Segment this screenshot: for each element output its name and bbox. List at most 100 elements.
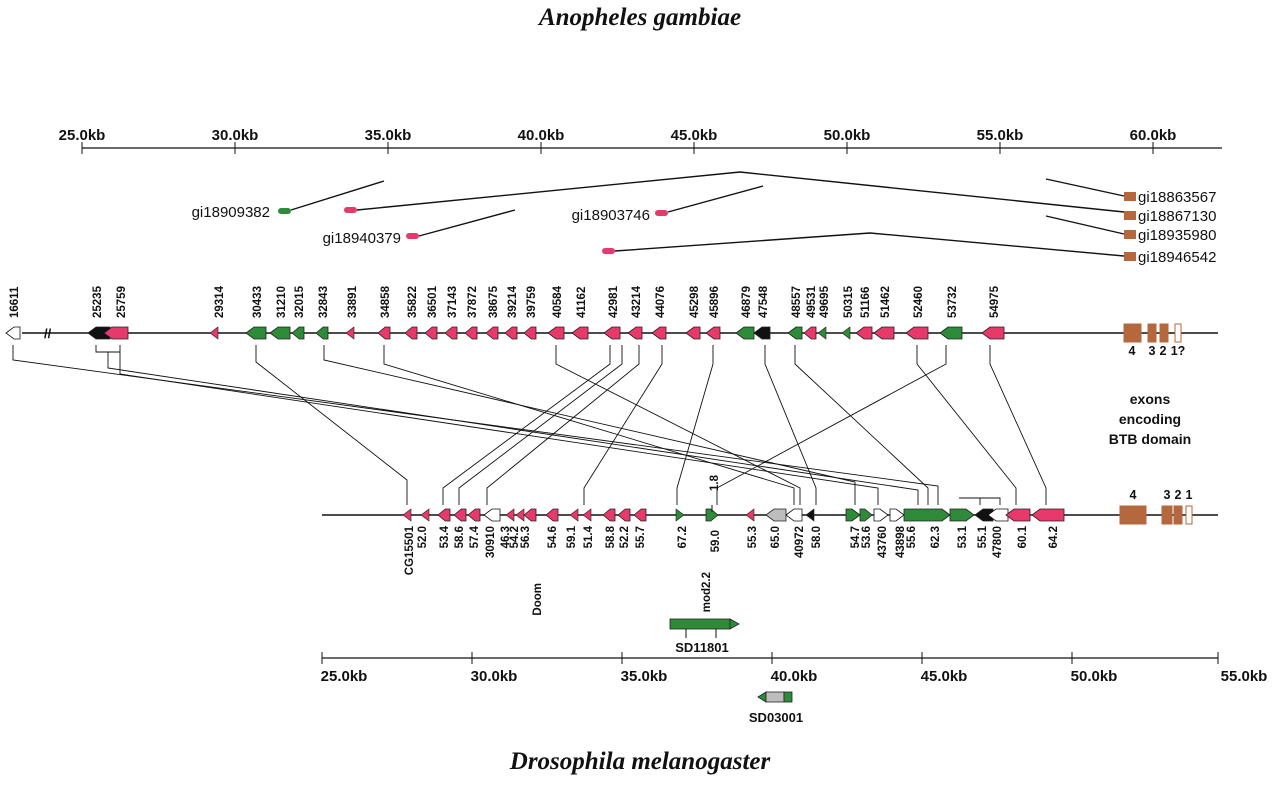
anopheles-gene-label: 35822 — [407, 286, 419, 318]
drosophila-gene-label: 53.4 — [439, 525, 451, 548]
ortholog-connector — [95, 345, 121, 353]
ortholog-connector — [716, 345, 947, 505]
anopheles-gene-32015-icon — [291, 326, 305, 340]
gi-exon-box — [1124, 252, 1136, 261]
drosophila-gene-label: 40972 — [794, 526, 806, 558]
drosophila-exon-box — [1173, 505, 1183, 525]
drosophila-gene-icon — [515, 508, 525, 522]
drosophila-gene-label: 59.1 — [566, 525, 578, 548]
anopheles-gene-50315-icon — [841, 326, 851, 340]
anopheles-gene-label: 31210 — [276, 286, 288, 318]
gi-est-bar — [344, 207, 357, 213]
drosophila-gene-icon — [505, 508, 515, 522]
drosophila-gene-label: CG15501 — [404, 525, 416, 575]
title-drosophila: Drosophila melanogaster — [509, 748, 771, 775]
anopheles-gene-label: 43214 — [631, 285, 643, 318]
title-anopheles: Anopheles gambiae — [538, 4, 742, 31]
anopheles-gene-36501-icon — [424, 326, 438, 340]
top-scale-label: 45.0kb — [671, 127, 718, 144]
btb-domain-label: exons — [1130, 391, 1171, 407]
drosophila-gene-icon — [675, 508, 685, 522]
exon-label: 2 — [1160, 344, 1167, 358]
gi-label: gi18940379 — [323, 230, 401, 247]
anopheles-gene-label: 47548 — [758, 285, 770, 318]
gi-connector — [1045, 178, 1125, 197]
anopheles-gene-37872-icon — [464, 326, 478, 340]
drosophila-gene-icon — [765, 508, 787, 522]
clone-sd03001-bar — [765, 691, 785, 703]
anopheles-gene-label: 25235 — [92, 285, 104, 318]
drosophila-gene-label: 58.0 — [811, 526, 823, 548]
anopheles-gene-label: 16611 — [9, 286, 21, 318]
clone-sd03001-end — [783, 691, 793, 703]
anopheles-gene-label: 50315 — [843, 285, 855, 318]
bottom-scale-label: 45.0kb — [921, 668, 968, 685]
drosophila-gene-icon — [453, 508, 467, 522]
anopheles-gene-51462-icon — [873, 326, 895, 340]
anopheles-gene-label: 45896 — [709, 286, 721, 318]
top-scale-label: 55.0kb — [977, 127, 1024, 144]
drosophila-gene-icon — [805, 508, 815, 522]
gi-connector — [356, 171, 1125, 213]
drosophila-gene-label: 43898 — [895, 525, 907, 558]
drosophila-gene-label: 56.3 — [520, 526, 532, 548]
drosophila-gene-label: 51.4 — [583, 525, 595, 548]
ortholog-connector — [107, 352, 919, 505]
ortholog-connector — [764, 345, 817, 505]
anopheles-exon-box — [1123, 323, 1142, 343]
drosophila-gene-label: 43760 — [877, 526, 889, 558]
drosophila-gene-label: mod2.2 — [701, 572, 713, 612]
exon-label: 3 — [1164, 488, 1171, 502]
drosophila-gene-label: 54.6 — [547, 526, 559, 548]
anopheles-exon-box — [1159, 323, 1169, 343]
anopheles-gene-label: 41162 — [576, 287, 588, 318]
ortholog-connector — [12, 345, 939, 505]
anopheles-gene-label: 40584 — [552, 285, 564, 318]
drosophila-gene-label: 57.4 — [469, 525, 481, 548]
drosophila-gene-label: 1.8 — [709, 474, 721, 491]
clone-sd11801-bar — [669, 618, 731, 630]
drosophila-gene-icon — [437, 508, 451, 522]
bottom-scale-label: 30.0kb — [471, 668, 518, 685]
anopheles-gene-16611-icon — [5, 326, 21, 340]
ortholog-connector — [794, 345, 929, 505]
anopheles-gene-label: 32015 — [294, 285, 306, 318]
exon-label: 1? — [1171, 344, 1186, 358]
anopheles-gene-label: 36501 — [427, 285, 439, 318]
anopheles-gene-45896-icon — [705, 326, 721, 340]
anopheles-gene-label: 45298 — [689, 285, 701, 318]
anopheles-gene-31210-icon — [269, 326, 291, 340]
drosophila-gene-icon — [1031, 508, 1065, 522]
drosophila-gene-label: 58.6 — [454, 526, 466, 548]
drosophila-gene-label: 53.6 — [861, 526, 873, 548]
drosophila-gene-label: 62.3 — [930, 526, 942, 548]
gi-label: gi18867130 — [1138, 208, 1216, 225]
anopheles-gene-label: 49695 — [819, 285, 831, 318]
drosophila-gene-icon — [845, 508, 861, 522]
drosophila-gene-label: Doom — [532, 583, 544, 616]
anopheles-gene-38675-icon — [485, 326, 499, 340]
drosophila-gene-label: 65.0 — [770, 526, 782, 548]
gi-connector — [290, 180, 385, 211]
drosophila-exon-box — [1185, 505, 1193, 525]
gi-est-bar — [278, 208, 291, 214]
anopheles-gene-33891-icon — [345, 326, 355, 340]
gi-label: gi18863567 — [1138, 189, 1216, 206]
drosophila-gene-icon — [467, 508, 481, 522]
anopheles-gene-label: 53732 — [947, 286, 959, 318]
drosophila-gene-icon — [889, 508, 905, 522]
anopheles-gene-label: 33891 — [347, 285, 359, 318]
anopheles-gene-54975-icon — [981, 326, 1005, 340]
anopheles-exon-box — [1147, 323, 1157, 343]
anopheles-gene-label: 42981 — [608, 285, 620, 318]
anopheles-gene-label: 29314 — [214, 285, 226, 318]
drosophila-gene-icon — [633, 508, 647, 522]
anopheles-gene-35822-icon — [404, 326, 418, 340]
drosophila-gene-icon — [545, 508, 559, 522]
anopheles-gene-label: 46879 — [741, 286, 753, 318]
exon-label: 4 — [1129, 344, 1136, 358]
anopheles-gene-40584-icon — [547, 326, 565, 340]
axis-break-icon: // — [44, 326, 52, 341]
drosophila-gene-label: 60.1 — [1017, 525, 1029, 548]
